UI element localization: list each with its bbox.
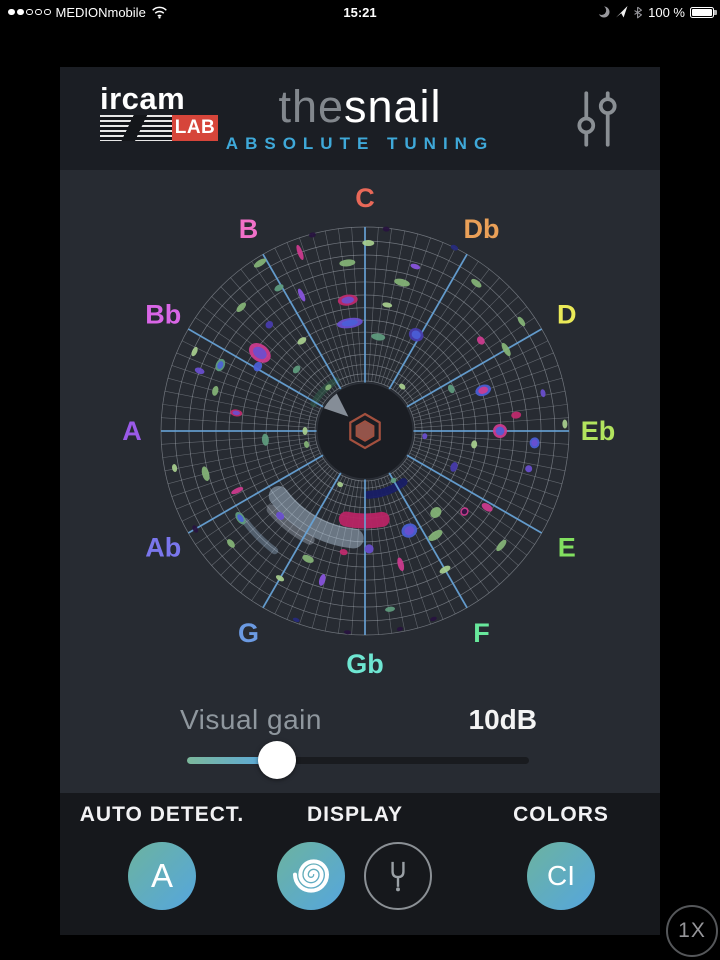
title-snail: snail	[344, 81, 442, 132]
title-subtitle: ABSOLUTE TUNING	[225, 134, 495, 153]
spiral-icon	[293, 859, 330, 893]
ircam-lab-logo: ircam LAB	[100, 81, 235, 141]
battery-icon	[690, 6, 717, 18]
colors-label: COLORS	[513, 803, 609, 826]
sliders-icon	[577, 91, 617, 147]
display-label: DISPLAY	[306, 803, 404, 826]
note-label-D: D	[557, 300, 577, 330]
note-label-Db: Db	[464, 214, 500, 244]
snail-visualization: C Db D Eb E F Gb G Ab A Bb B	[122, 183, 616, 679]
bluetooth-icon	[634, 6, 643, 18]
location-arrow-icon	[616, 6, 628, 18]
moon-icon	[597, 5, 610, 18]
status-bar: MEDIONmobile 15:21 100 %	[0, 0, 720, 24]
colors-button[interactable]: CI	[527, 842, 595, 910]
slider-thumb[interactable]	[258, 741, 296, 779]
slider-fill	[187, 757, 277, 764]
wifi-icon	[151, 6, 167, 19]
battery-percent-label: 100 %	[648, 4, 685, 20]
note-label-B: B	[239, 214, 259, 244]
note-label-Gb: Gb	[346, 649, 384, 679]
auto-detect-button[interactable]: A	[128, 842, 196, 910]
zoom-1x-button[interactable]: 1X	[666, 905, 718, 957]
colors-button-label: CI	[547, 860, 575, 891]
auto-detect-button-label: A	[150, 857, 173, 894]
carrier-label: MEDIONmobile	[55, 4, 146, 20]
note-label-F: F	[473, 618, 490, 648]
signal-strength-icon	[8, 8, 51, 16]
visual-gain-label: Visual gain	[180, 704, 322, 735]
status-left: MEDIONmobile	[8, 0, 168, 24]
note-label-E: E	[558, 533, 576, 563]
note-label-G: G	[238, 618, 259, 648]
status-right: 100 %	[597, 0, 717, 24]
clock: 15:21	[343, 4, 377, 20]
display-tuner-button[interactable]	[364, 842, 432, 910]
note-label-C: C	[355, 183, 375, 213]
bottom-controls: AUTO DETECT. DISPLAY COLORS A CI	[60, 793, 660, 935]
app-header: ircam LAB thesnail ABSOLUTE TUNING	[60, 67, 660, 170]
note-label-Bb: Bb	[145, 300, 181, 330]
app-title: thesnail ABSOLUTE TUNING	[60, 84, 660, 154]
auto-detect-label: AUTO DETECT.	[79, 803, 245, 826]
note-label-Eb: Eb	[581, 416, 616, 446]
display-snail-button[interactable]	[277, 842, 345, 910]
logo-lab-badge: LAB	[172, 115, 218, 141]
note-label-A: A	[122, 416, 142, 446]
tuning-fork-icon	[391, 861, 405, 892]
settings-button[interactable]	[572, 89, 622, 149]
slider-track[interactable]	[187, 757, 529, 764]
main-panel: C Db D Eb E F Gb G Ab A Bb B Visual gain 10dB	[60, 170, 660, 793]
visual-gain-value: 10dB	[468, 704, 537, 735]
visual-gain-slider[interactable]	[187, 741, 529, 779]
logo-word: ircam	[100, 81, 186, 116]
note-label-Ab: Ab	[145, 533, 181, 563]
title-the: the	[278, 81, 344, 132]
logo-stripes	[100, 115, 172, 141]
